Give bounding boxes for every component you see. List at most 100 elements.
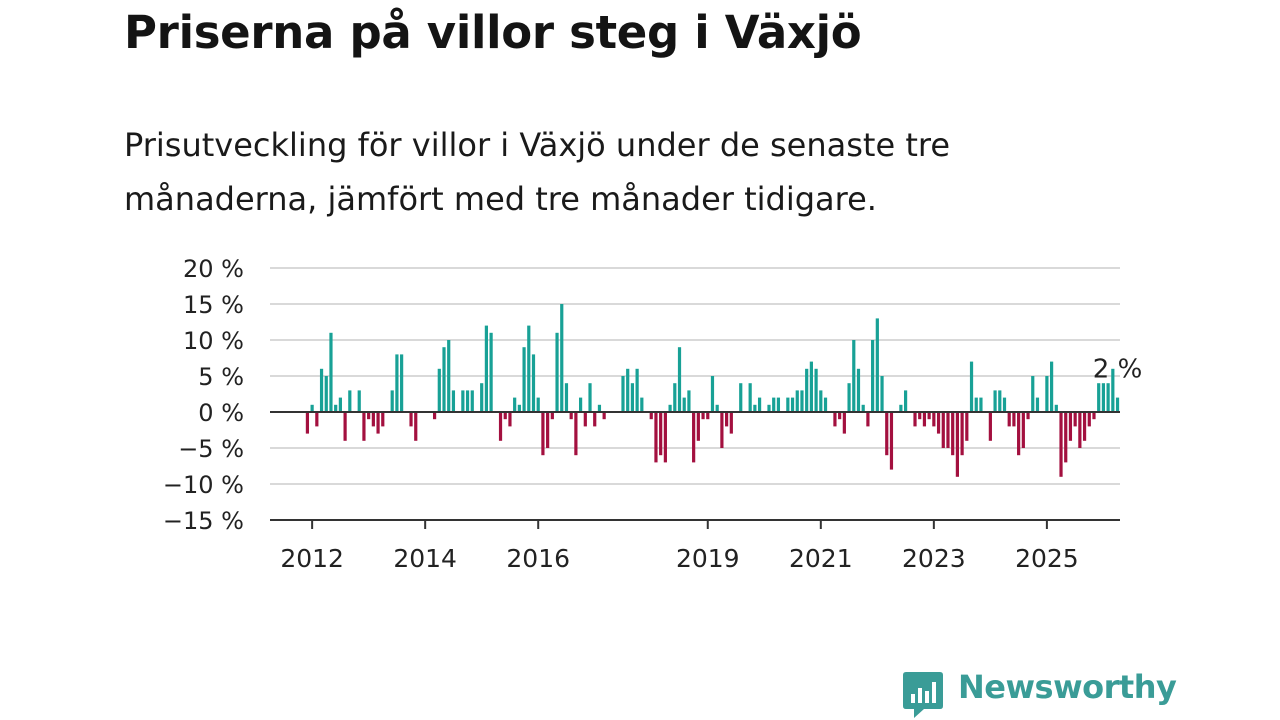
x-tick-label: 2012 (280, 544, 344, 573)
bar (663, 412, 667, 463)
bar (805, 368, 809, 412)
bar (1021, 412, 1025, 448)
bar (470, 390, 474, 412)
x-tick-label: 2016 (506, 544, 570, 573)
bar (451, 390, 456, 412)
bar (809, 361, 813, 412)
bar (319, 368, 324, 412)
bar (772, 397, 776, 412)
bar (715, 404, 719, 412)
bar (522, 347, 526, 412)
bar (1101, 383, 1106, 412)
bar (899, 404, 903, 412)
bar (621, 376, 625, 412)
bar (343, 412, 347, 441)
bar (1082, 412, 1087, 441)
bar (1064, 412, 1068, 463)
bar (951, 412, 955, 456)
bar (329, 332, 333, 412)
bar (390, 390, 394, 412)
bar (692, 412, 696, 463)
bar (654, 412, 658, 463)
bar (659, 412, 663, 456)
bar (484, 325, 488, 412)
y-tick-label: 10 % (183, 327, 244, 355)
bar (748, 383, 752, 412)
bar (1002, 397, 1007, 412)
bar (489, 332, 493, 412)
y-tick-label: −5 % (178, 435, 244, 463)
bar (767, 404, 771, 412)
bar (1045, 376, 1049, 412)
bar (720, 412, 724, 448)
bar (649, 412, 653, 420)
bar (1097, 383, 1101, 412)
bar (960, 412, 964, 456)
bar (305, 412, 310, 434)
bar (371, 412, 375, 427)
bar (880, 376, 884, 412)
bar (555, 332, 559, 412)
bar (682, 397, 686, 412)
bar (1059, 412, 1063, 477)
bar (1092, 412, 1096, 420)
bar (1035, 397, 1040, 412)
y-tick-label: 15 % (183, 291, 244, 319)
bar (635, 368, 639, 412)
bar (564, 383, 569, 412)
bar (1054, 404, 1058, 412)
bar (998, 390, 1002, 412)
bar (310, 404, 314, 412)
bar (588, 383, 592, 412)
bar (546, 412, 550, 448)
bar (1115, 397, 1120, 412)
brand-name: Newsworthy (958, 668, 1177, 706)
bar (461, 390, 465, 412)
bar (833, 412, 837, 427)
bar (357, 390, 361, 412)
bar (790, 397, 795, 412)
bar (823, 397, 828, 412)
bar (668, 404, 672, 412)
newsworthy-logo-icon (903, 672, 943, 718)
bar (503, 412, 507, 420)
chart-subtitle: Prisutveckling för villor i Växjö under … (124, 126, 950, 218)
bar (574, 412, 578, 456)
bar (687, 390, 691, 412)
bar (739, 383, 743, 412)
y-tick-label: 5 % (198, 363, 244, 391)
bar (913, 412, 917, 427)
bar (838, 412, 842, 420)
y-tick-label: −15 % (163, 507, 244, 535)
bar (786, 397, 790, 412)
bar (338, 397, 342, 412)
bar (875, 318, 879, 412)
bar (583, 412, 587, 427)
bar (861, 404, 865, 412)
bar (795, 390, 799, 412)
bar (701, 412, 705, 420)
bar (988, 412, 992, 441)
bars (305, 304, 1120, 477)
bar (447, 340, 451, 412)
x-axis-ticks: 2012 2014 2016 2019 2021 2023 2025 (280, 520, 1079, 573)
bar (508, 412, 512, 427)
bar (918, 412, 922, 420)
bar (941, 412, 945, 448)
bar (432, 412, 437, 420)
bar (725, 412, 729, 427)
bar (946, 412, 950, 448)
bar (409, 412, 413, 427)
bar (706, 412, 710, 420)
bar (560, 304, 564, 412)
bar (927, 412, 931, 420)
bar (1111, 368, 1115, 412)
bar (513, 397, 517, 412)
bar (710, 376, 715, 412)
bar (852, 340, 856, 412)
bar (677, 347, 682, 412)
y-tick-label: 20 % (183, 255, 244, 283)
bar (955, 412, 959, 477)
bar (1026, 412, 1030, 420)
bar (757, 397, 762, 412)
